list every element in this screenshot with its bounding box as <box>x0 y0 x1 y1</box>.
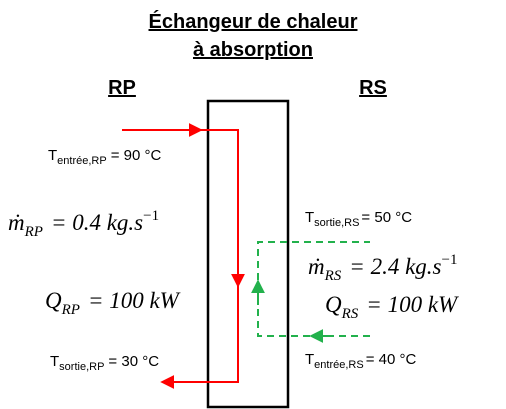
inlet-temp: Tentrée,RP = 90 °C <box>48 147 161 167</box>
mass-flow: ṁRS = 2.4 kg.s−1 <box>308 252 457 284</box>
heat-power: QRP = 100 kW <box>45 288 181 318</box>
exchanger <box>206 99 290 409</box>
heat-power: QRS = 100 kW <box>325 292 459 322</box>
side-label: RS <box>359 77 387 99</box>
title-line: Échangeur de chaleur <box>149 10 358 33</box>
outlet-temp: Tsortie,RP = 30 °C <box>50 353 159 373</box>
outlet-temp: Tsortie,RS = 50 °C <box>305 209 412 229</box>
inlet-temp: Tentrée,RS = 40 °C <box>305 351 416 371</box>
primary-circuit <box>122 123 245 389</box>
secondary-circuit <box>251 241 370 343</box>
side-label: RP <box>108 77 136 99</box>
title-line: à absorption <box>193 39 313 61</box>
mass-flow: ṁRP = 0.4 kg.s−1 <box>8 208 159 240</box>
